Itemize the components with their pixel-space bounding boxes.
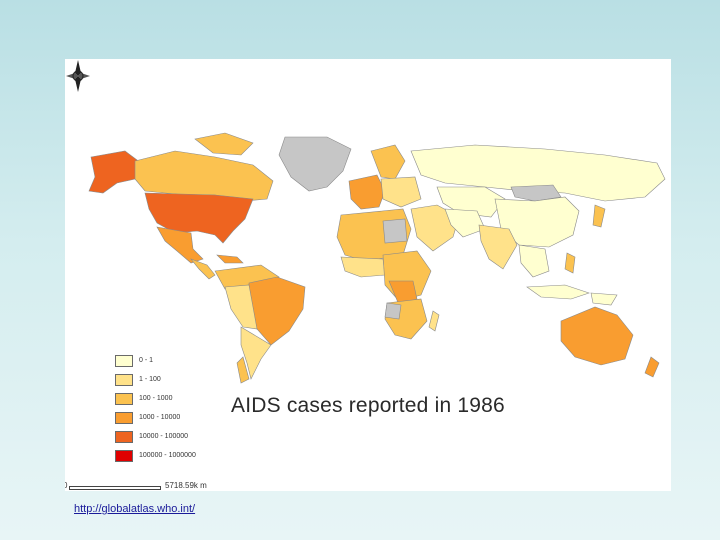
new-guinea [591, 293, 617, 305]
legend-entry: 10000 - 100000 [115, 427, 196, 446]
legend-label: 0 - 1 [139, 357, 153, 364]
alaska [89, 151, 141, 193]
legend-swatch [115, 393, 133, 405]
map-legend: 0 - 1 1 - 100 100 - 1000 1000 - 10000 10… [115, 351, 196, 465]
legend-entry: 1 - 100 [115, 370, 196, 389]
legend-label: 100000 - 1000000 [139, 452, 196, 459]
west-africa [341, 257, 385, 277]
legend-swatch [115, 450, 133, 462]
legend-swatch [115, 374, 133, 386]
central-america [191, 259, 215, 279]
legend-swatch [115, 412, 133, 424]
philippines [565, 253, 575, 273]
eastern-europe [381, 177, 421, 207]
arctic-islands [195, 133, 253, 155]
legend-label: 1 - 100 [139, 376, 161, 383]
indonesia [527, 285, 589, 299]
legend-entry: 100 - 1000 [115, 389, 196, 408]
brazil [249, 277, 305, 345]
southeast-asia [519, 245, 549, 277]
map-title: AIDS cases reported in 1986 [231, 394, 505, 418]
scale-end-label: 5718.59k m [165, 481, 207, 490]
scandinavia [371, 145, 405, 179]
madagascar [429, 311, 439, 331]
legend-entry: 0 - 1 [115, 351, 196, 370]
legend-entry: 1000 - 10000 [115, 408, 196, 427]
australia [561, 307, 633, 365]
angola [385, 303, 401, 319]
scale-line [69, 486, 161, 490]
world-map: 0 - 1 1 - 100 100 - 1000 1000 - 10000 10… [65, 59, 671, 491]
legend-swatch [115, 431, 133, 443]
scale-zero-label: 0 [65, 481, 67, 490]
japan [593, 205, 605, 227]
scale-bar: 0 5718.59k m [65, 483, 215, 491]
western-europe [349, 175, 385, 209]
mexico [157, 227, 203, 263]
libya [383, 219, 407, 243]
new-zealand [645, 357, 659, 377]
legend-label: 10000 - 100000 [139, 433, 188, 440]
legend-entry: 100000 - 1000000 [115, 446, 196, 465]
legend-swatch [115, 355, 133, 367]
legend-label: 1000 - 10000 [139, 414, 180, 421]
caribbean [217, 255, 243, 263]
usa [145, 193, 253, 243]
legend-label: 100 - 1000 [139, 395, 172, 402]
source-link[interactable]: http://globalatlas.who.int/ [74, 503, 195, 515]
compass-rose-icon [65, 59, 91, 93]
greenland [279, 137, 351, 191]
